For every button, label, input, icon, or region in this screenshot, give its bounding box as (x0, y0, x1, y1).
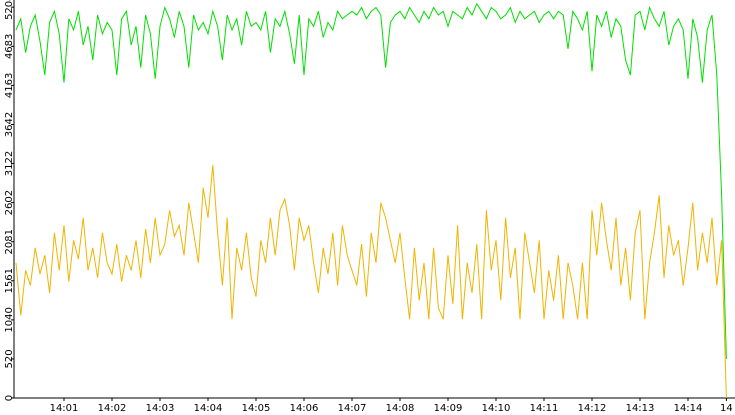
y-tick-label: 0 (4, 395, 15, 401)
y-tick-label: 1561 (4, 268, 15, 293)
x-tick-label: 14:01 (50, 403, 79, 414)
x-tick-label: 14:09 (434, 403, 463, 414)
x-tick-label: 14:08 (386, 403, 415, 414)
y-tick-label: 2081 (4, 229, 15, 254)
x-tick-label: 14:11 (530, 403, 559, 414)
x-tick-label: 14:05 (242, 403, 271, 414)
x-tick-label: 14:13 (626, 403, 655, 414)
x-tick-label: 14:03 (146, 403, 175, 414)
y-tick-label: 1040 (4, 307, 15, 332)
x-tick-label: 14:10 (482, 403, 511, 414)
y-tick-label: 520 (4, 349, 15, 368)
x-tick-label: 14:06 (290, 403, 319, 414)
x-tick-label: 14:12 (578, 403, 607, 414)
y-tick-label: 4163 (4, 73, 15, 98)
x-tick-label: 14:14 (674, 403, 703, 414)
x-tick-label: 14 (720, 403, 733, 414)
x-tick-label: 14:04 (194, 403, 223, 414)
x-tick-label: 14:07 (338, 403, 367, 414)
y-tick-label: 3642 (4, 112, 15, 137)
y-tick-label: 2602 (4, 190, 15, 215)
series-line (15, 2, 727, 360)
y-tick-label: 4683 (4, 34, 15, 59)
y-tick-label: 3122 (4, 151, 15, 176)
y-tick-label: 5204 (4, 0, 15, 20)
x-tick-label: 14:02 (98, 403, 127, 414)
series-line (15, 165, 727, 399)
